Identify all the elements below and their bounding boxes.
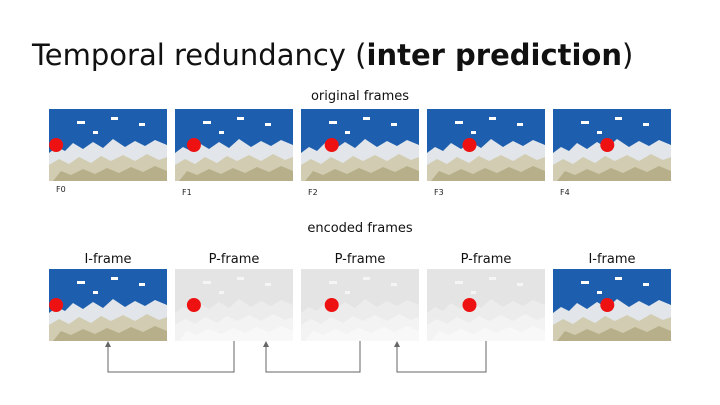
original-frame-f3 — [427, 109, 545, 181]
reference-arrow-3 — [396, 341, 487, 373]
encoded-frame-3 — [427, 269, 545, 341]
frame-scene — [427, 109, 545, 181]
original-frame-f1 — [175, 109, 293, 181]
original-frames-heading: original frames — [310, 89, 410, 104]
red-ball — [462, 298, 477, 312]
encoded-frame-0 — [49, 269, 167, 341]
frame-scene — [301, 269, 419, 341]
red-ball — [49, 138, 64, 152]
frame-type-3: P-frame — [460, 252, 512, 267]
original-frame-f4 — [553, 109, 671, 181]
frame-scene — [427, 269, 545, 341]
encoded-frames-heading: encoded frames — [307, 221, 413, 236]
frame-type-0: I-frame — [84, 252, 132, 267]
red-ball — [49, 298, 64, 312]
original-frame-f0 — [49, 109, 167, 181]
slide-title: Temporal redundancy (inter prediction) — [32, 38, 634, 72]
frame-label-f0: F0 — [56, 185, 66, 194]
frame-scene — [553, 269, 671, 341]
reference-arrowhead-2 — [263, 341, 269, 347]
frame-scene — [553, 109, 671, 181]
frame-scene — [175, 269, 293, 341]
frame-label-f4: F4 — [560, 188, 570, 197]
encoded-frame-4 — [553, 269, 671, 341]
frame-type-2: P-frame — [334, 252, 386, 267]
frame-label-f2: F2 — [308, 188, 318, 197]
frame-scene — [49, 109, 167, 181]
encoded-frame-2 — [301, 269, 419, 341]
frame-type-1: P-frame — [208, 252, 260, 267]
frame-label-f1: F1 — [182, 188, 192, 197]
frame-label-f3: F3 — [434, 188, 444, 197]
frame-type-4: I-frame — [588, 252, 636, 267]
frame-scene — [49, 269, 167, 341]
red-ball — [324, 298, 339, 312]
red-ball — [600, 298, 615, 312]
reference-arrow-2 — [265, 341, 361, 373]
reference-arrowhead-3 — [394, 341, 400, 347]
red-ball — [186, 298, 201, 312]
encoded-frame-1 — [175, 269, 293, 341]
frame-scene — [301, 109, 419, 181]
red-ball — [462, 138, 477, 152]
red-ball — [324, 138, 339, 152]
reference-arrow-1 — [107, 341, 235, 373]
red-ball — [186, 138, 201, 152]
red-ball — [600, 138, 615, 152]
original-frame-f2 — [301, 109, 419, 181]
reference-arrowhead-1 — [105, 341, 111, 347]
frame-scene — [175, 109, 293, 181]
